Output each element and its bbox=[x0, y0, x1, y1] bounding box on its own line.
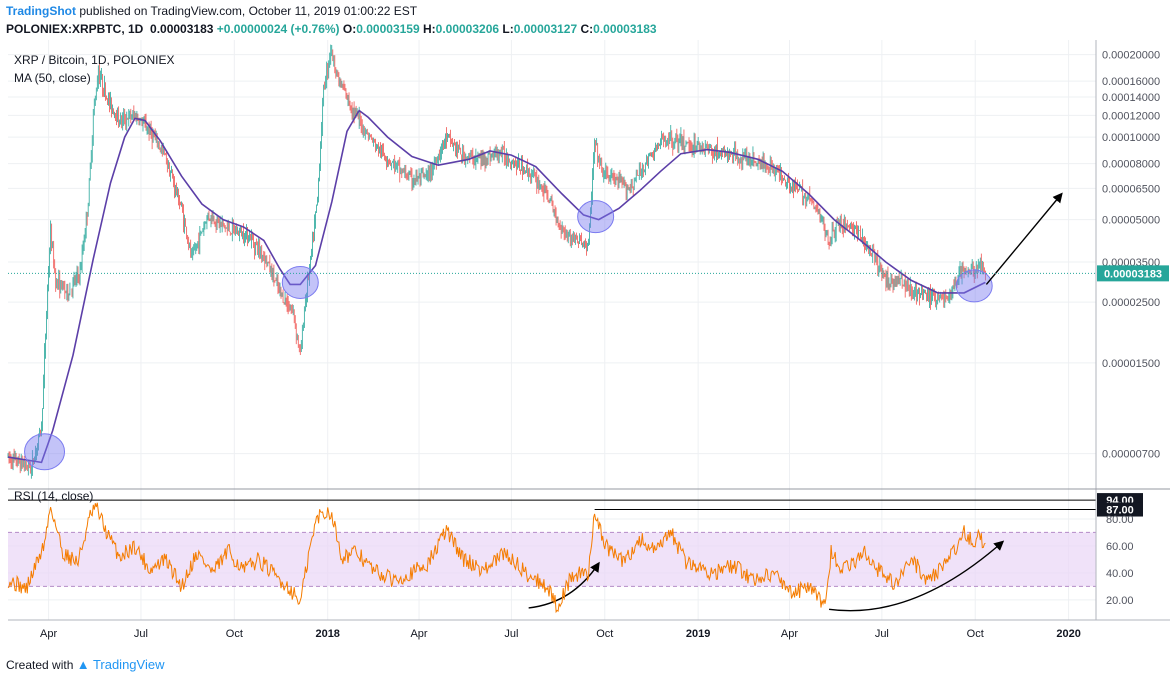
price-target-arrow bbox=[985, 192, 1063, 285]
low-label: L: bbox=[502, 22, 514, 36]
time-tick-label: Oct bbox=[596, 628, 613, 640]
time-tick-label: Oct bbox=[967, 628, 984, 640]
price-tick-label: 0.00001500 bbox=[1102, 358, 1160, 370]
time-tick-label: 2020 bbox=[1056, 628, 1080, 640]
rsi-tick-label: 20.00 bbox=[1106, 595, 1134, 607]
low-value: 0.00003127 bbox=[513, 22, 578, 36]
rsi-band bbox=[8, 531, 1096, 587]
rsi-level-badge bbox=[1097, 502, 1143, 517]
rsi-level-label: 87.00 bbox=[1106, 505, 1134, 517]
ma-line bbox=[7, 109, 986, 464]
price-tick-label: 0.00014000 bbox=[1102, 92, 1160, 104]
time-tick-label: 2019 bbox=[686, 628, 710, 640]
price-tick-label: 0.00020000 bbox=[1102, 50, 1160, 62]
price-tick-label: 0.00006500 bbox=[1102, 183, 1160, 195]
last-price-label: 0.00003183 bbox=[1104, 268, 1162, 280]
author-name[interactable]: TradingShot bbox=[6, 4, 76, 18]
time-tick-label: Jul bbox=[875, 628, 889, 640]
tradingview-brand[interactable]: TradingView bbox=[92, 657, 165, 672]
rsi-tick-label: 60.00 bbox=[1106, 541, 1134, 553]
footer: Created with ▲ TradingView bbox=[6, 657, 164, 672]
highlight-circles bbox=[24, 200, 993, 471]
rsi-line bbox=[7, 502, 986, 614]
time-tick-label: Apr bbox=[781, 628, 798, 640]
ma-legend: MA (50, close) bbox=[14, 71, 91, 85]
time-tick-label: Oct bbox=[226, 628, 243, 640]
high-label: H: bbox=[422, 22, 436, 36]
last-price-badge bbox=[1097, 265, 1169, 282]
price-axis[interactable]: 0.00020000 0.00016000 0.00014000 0.00012000… bbox=[1102, 50, 1160, 461]
price-tick-label: 0.00002500 bbox=[1102, 297, 1160, 309]
price-tick-label: 0.00010000 bbox=[1102, 132, 1160, 144]
current-price: 0.00003183 bbox=[150, 22, 214, 36]
open-label: O: bbox=[342, 22, 357, 36]
high-value: 0.00003206 bbox=[435, 22, 500, 36]
rsi-trend-arrow bbox=[828, 540, 1005, 612]
rsi-title: RSI (14, close) bbox=[14, 489, 93, 503]
price-tick-label: 0.00016000 bbox=[1102, 76, 1160, 88]
open-value: 0.00003159 bbox=[356, 22, 420, 36]
tradingview-logo-icon[interactable]: ▲ bbox=[76, 657, 90, 672]
annotation-arrows bbox=[528, 192, 1063, 612]
highlight-circle bbox=[577, 200, 615, 234]
publish-info: TradingShot published on TradingView.com… bbox=[6, 4, 417, 18]
last-price-marker: 0.00003183 bbox=[8, 265, 1169, 282]
rsi-trend-arrow bbox=[528, 561, 600, 609]
price-tick-label: 0.00000700 bbox=[1102, 449, 1160, 461]
rsi-tick-label: 40.00 bbox=[1106, 568, 1134, 580]
price-tick-label: 0.00008000 bbox=[1102, 159, 1160, 171]
price-tick-label: 0.00005000 bbox=[1102, 215, 1160, 227]
highlight-circle bbox=[24, 433, 66, 471]
symbol-label: POLONIEX:XRPBTC, 1D bbox=[6, 22, 144, 36]
highlight-circle bbox=[955, 269, 993, 303]
time-axis[interactable]: Apr Jul Oct 2018 Apr Jul Oct 2019 Apr Jul Oct 2020 bbox=[40, 628, 1081, 640]
time-tick-label: 2018 bbox=[315, 628, 339, 640]
time-tick-label: Jul bbox=[134, 628, 148, 640]
price-chart-title: XRP / Bitcoin, 1D, POLONIEX bbox=[14, 53, 175, 67]
close-label: C: bbox=[580, 22, 594, 36]
rsi-axis[interactable]: 80.00 60.00 40.00 20.00 bbox=[1106, 514, 1134, 607]
price-tick-label: 0.00012000 bbox=[1102, 110, 1160, 122]
rsi-tick-label: 80.00 bbox=[1106, 514, 1134, 526]
time-tick-label: Apr bbox=[410, 628, 427, 640]
symbol-info: POLONIEX:XRPBTC, 1D 0.00003183 +0.000000… bbox=[6, 22, 657, 36]
close-value: 0.00003183 bbox=[593, 22, 657, 36]
time-tick-label: Apr bbox=[40, 628, 57, 640]
price-candles bbox=[7, 44, 986, 479]
highlight-circle bbox=[281, 265, 319, 299]
time-tick-label: Jul bbox=[504, 628, 518, 640]
price-change: +0.00000024 (+0.76%) bbox=[216, 22, 340, 36]
created-with-label: Created with bbox=[6, 658, 74, 672]
rsi-band-fill bbox=[8, 532, 1096, 587]
published-text: published on TradingView.com, October 11… bbox=[79, 4, 418, 18]
